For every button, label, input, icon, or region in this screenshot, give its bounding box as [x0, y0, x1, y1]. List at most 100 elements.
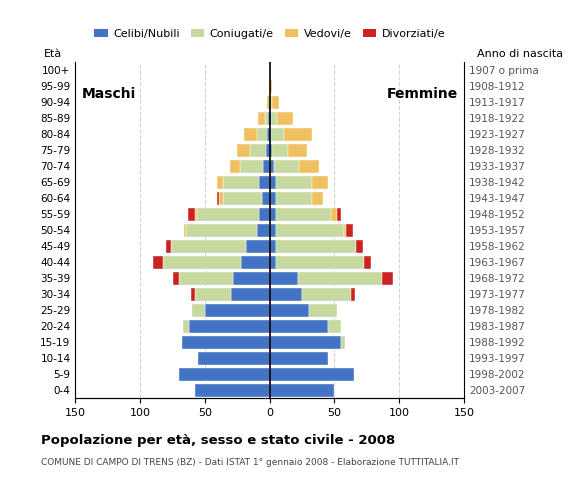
Bar	[197, 208, 259, 221]
Bar	[171, 240, 246, 253]
Bar	[231, 288, 270, 301]
Bar	[313, 176, 328, 189]
Bar	[272, 144, 288, 157]
Bar	[257, 224, 270, 237]
Text: Maschi: Maschi	[82, 87, 136, 101]
Bar	[188, 208, 194, 221]
Bar	[216, 192, 219, 205]
Bar	[219, 192, 223, 205]
Bar	[337, 208, 341, 221]
Bar	[240, 159, 263, 173]
Bar	[276, 240, 357, 253]
Bar	[271, 128, 284, 141]
Bar	[276, 176, 313, 189]
Bar	[313, 192, 323, 205]
Bar	[192, 304, 205, 317]
Bar	[270, 80, 272, 93]
Bar	[223, 192, 262, 205]
Bar	[184, 224, 186, 237]
Bar	[382, 272, 393, 285]
Text: Età: Età	[44, 49, 63, 59]
Text: Popolazione per età, sesso e stato civile - 2008: Popolazione per età, sesso e stato civil…	[41, 434, 395, 447]
Bar	[276, 208, 331, 221]
Bar	[270, 288, 302, 301]
Bar	[270, 208, 276, 221]
Bar	[270, 351, 328, 365]
Bar	[277, 111, 293, 125]
Bar	[153, 255, 164, 269]
Bar	[244, 128, 257, 141]
Bar	[194, 384, 270, 397]
Bar	[276, 255, 364, 269]
Bar	[267, 128, 270, 141]
Bar	[216, 176, 223, 189]
Bar	[271, 111, 277, 125]
Bar	[264, 111, 269, 125]
Text: Anno di nascita: Anno di nascita	[477, 49, 563, 59]
Bar	[270, 111, 271, 125]
Bar	[272, 96, 279, 109]
Bar	[251, 144, 266, 157]
Bar	[270, 272, 298, 285]
Bar	[270, 304, 309, 317]
Bar	[270, 192, 276, 205]
Bar	[205, 304, 270, 317]
Bar	[270, 144, 272, 157]
Bar	[198, 351, 270, 365]
Bar	[270, 320, 328, 333]
Bar	[190, 320, 270, 333]
Bar	[266, 144, 270, 157]
Bar	[237, 144, 251, 157]
Bar	[270, 240, 276, 253]
Bar	[223, 176, 259, 189]
Bar	[257, 128, 267, 141]
Bar	[299, 159, 319, 173]
Bar	[173, 272, 179, 285]
Bar	[309, 304, 337, 317]
Bar	[270, 176, 276, 189]
Bar	[267, 96, 270, 109]
Bar	[233, 272, 270, 285]
Bar	[246, 240, 270, 253]
Bar	[341, 336, 345, 349]
Bar	[182, 336, 270, 349]
Bar	[191, 288, 194, 301]
Bar	[274, 159, 299, 173]
Bar	[270, 255, 276, 269]
Bar	[241, 255, 270, 269]
Bar	[288, 144, 307, 157]
Bar	[298, 272, 382, 285]
Legend: Celibi/Nubili, Coniugati/e, Vedovi/e, Divorziati/e: Celibi/Nubili, Coniugati/e, Vedovi/e, Di…	[90, 24, 450, 43]
Bar	[276, 224, 343, 237]
Bar	[166, 240, 171, 253]
Bar	[270, 96, 272, 109]
Bar	[179, 272, 233, 285]
Bar	[263, 159, 270, 173]
Bar	[357, 240, 363, 253]
Bar	[270, 368, 354, 381]
Bar	[258, 111, 264, 125]
Bar	[164, 255, 241, 269]
Bar	[262, 192, 270, 205]
Bar	[194, 208, 197, 221]
Bar	[364, 255, 371, 269]
Bar	[351, 288, 355, 301]
Bar	[328, 320, 341, 333]
Bar	[270, 159, 274, 173]
Bar	[343, 224, 346, 237]
Bar	[270, 128, 271, 141]
Bar	[183, 320, 190, 333]
Bar	[302, 288, 351, 301]
Bar	[331, 208, 337, 221]
Bar	[284, 128, 313, 141]
Bar	[270, 384, 335, 397]
Text: Femmine: Femmine	[386, 87, 458, 101]
Bar	[259, 208, 270, 221]
Bar	[269, 111, 270, 125]
Bar	[194, 288, 231, 301]
Bar	[270, 224, 276, 237]
Bar	[276, 192, 313, 205]
Bar	[259, 176, 270, 189]
Bar	[230, 159, 240, 173]
Bar	[179, 368, 270, 381]
